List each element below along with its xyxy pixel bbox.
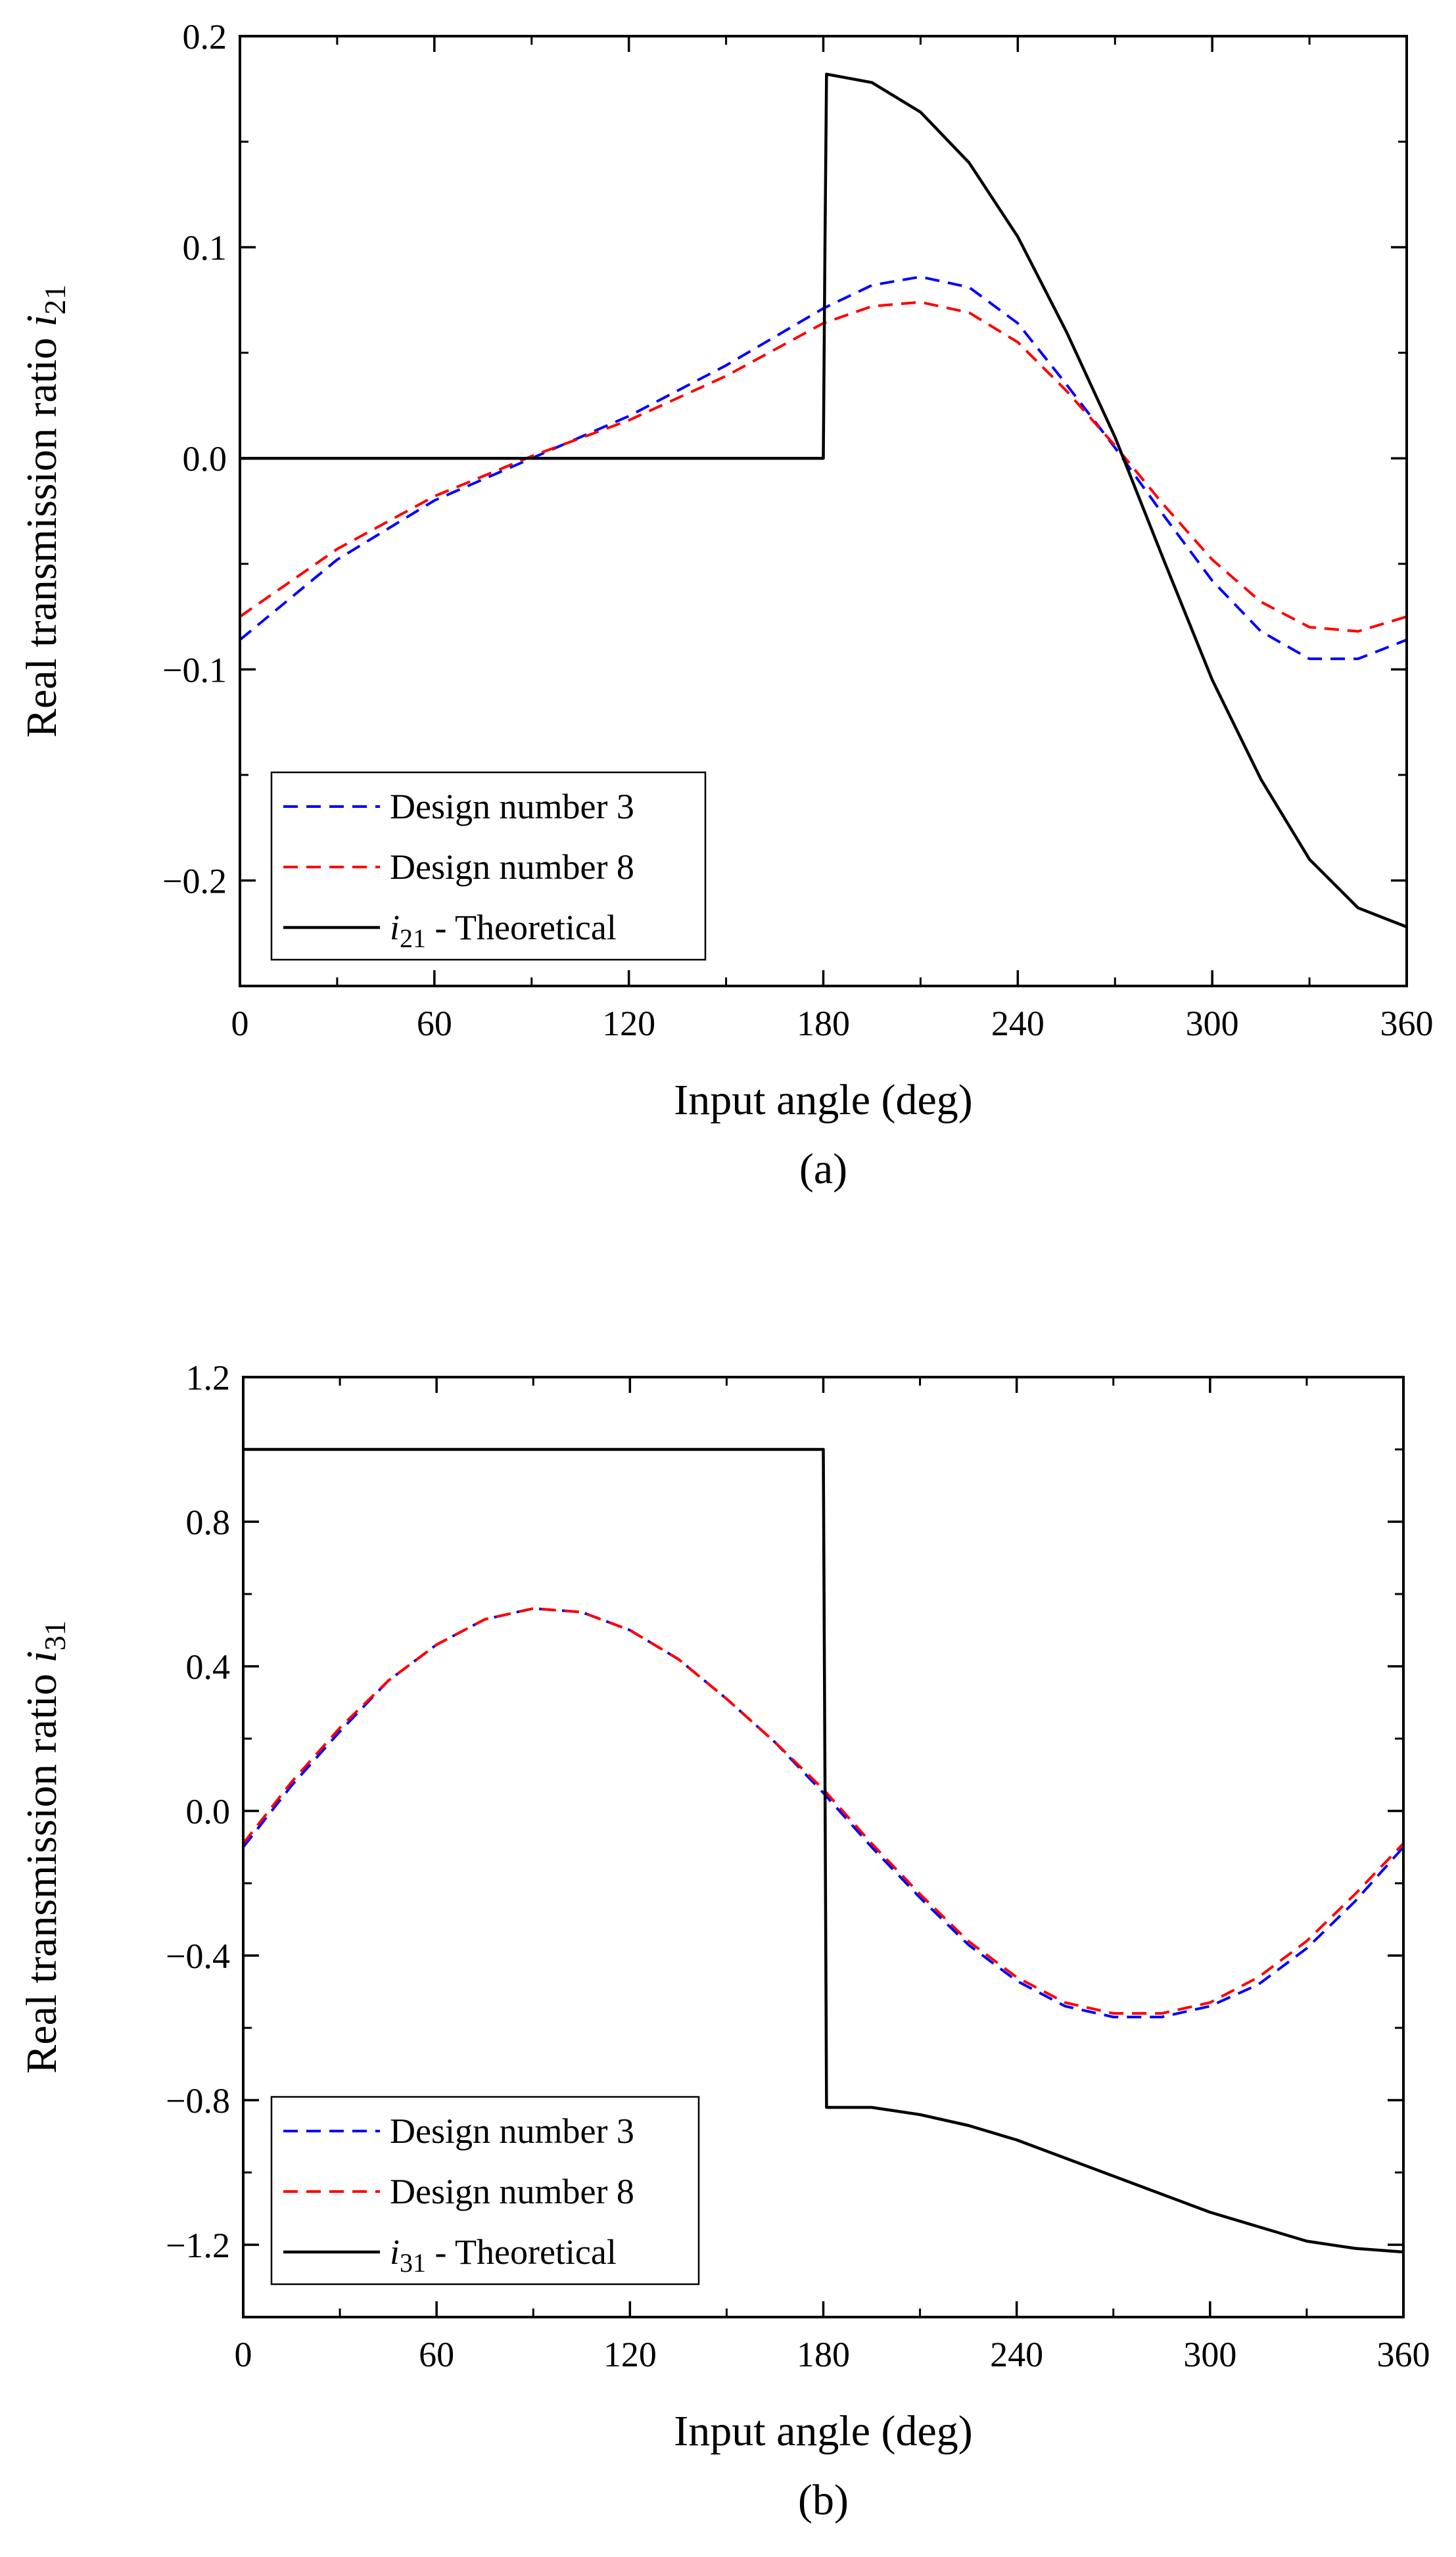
x-axis-label: Input angle (deg) <box>674 2407 973 2455</box>
series-line-3 <box>240 72 1407 929</box>
x-tick-label: 180 <box>797 1004 850 1043</box>
y-tick-label: −0.8 <box>166 2081 230 2121</box>
y-axis-label: Real transmission ratio i21 <box>18 285 72 738</box>
x-tick-label: 300 <box>1183 2335 1236 2374</box>
legend-label-1: Design number 3 <box>390 787 634 826</box>
legend-label-2: Design number 8 <box>390 847 634 887</box>
legend-label-1: Design number 3 <box>390 2111 634 2151</box>
x-tick-label: 360 <box>1377 2335 1430 2374</box>
x-tick-label: 360 <box>1380 1004 1434 1043</box>
x-tick-label: 0 <box>235 2335 252 2374</box>
chart-panel-a: 0 60 120 180 240 300 360 0.2 0.1 0.0 −0.1 −0.2 Input… <box>18 17 1434 1193</box>
legend-label-3: i21 - Theoretical <box>390 908 617 953</box>
x-tick-label: 0 <box>231 1004 249 1043</box>
y-tick-label: 0.4 <box>186 1647 231 1687</box>
legend-label-3: i31 - Theoretical <box>390 2232 617 2278</box>
y-tick-label: −0.1 <box>162 650 227 690</box>
x-tick-label: 300 <box>1186 1004 1239 1043</box>
legend: Design number 3 Design number 8 i21 - Theo… <box>270 771 707 961</box>
x-tick-label: 120 <box>603 2335 657 2374</box>
y-tick-label: −1.2 <box>166 2226 230 2265</box>
legend: Design number 3 Design number 8 i31 - Theo… <box>270 2096 700 2286</box>
y-axis-label: Real transmission ratio i31 <box>18 1620 72 2073</box>
y-tick-label: 0.1 <box>183 228 227 268</box>
y-tick-label: −0.2 <box>162 861 227 901</box>
y-tick-label: 0.8 <box>186 1503 231 1542</box>
x-tick-label: 120 <box>602 1004 655 1043</box>
y-tick-label: 0.2 <box>183 17 227 57</box>
series-line-3 <box>243 1447 1403 2254</box>
y-tick-label: 1.2 <box>186 1358 231 1397</box>
chart-panel-b: 0 60 120 180 240 300 360 1.2 0.8 0.4 0.0 −0.4 −0.8 −1… <box>18 1358 1430 2524</box>
panel-caption: (b) <box>798 2476 849 2524</box>
legend-label-2: Design number 8 <box>390 2172 634 2211</box>
series-line-2 <box>240 300 1407 633</box>
y-tick-label: −0.4 <box>166 1936 230 1976</box>
y-tick-label: 0.0 <box>186 1792 231 1831</box>
x-tick-label: 240 <box>990 2335 1043 2374</box>
x-tick-label: 240 <box>991 1004 1045 1043</box>
x-axis-label: Input angle (deg) <box>674 1076 973 1124</box>
series-line-2 <box>243 1607 1403 2015</box>
panel-caption: (a) <box>799 1145 847 1193</box>
y-tick-label: 0.0 <box>183 439 227 479</box>
x-tick-label: 60 <box>417 1004 452 1043</box>
x-tick-label: 60 <box>419 2335 454 2374</box>
x-tick-label: 180 <box>797 2335 850 2374</box>
